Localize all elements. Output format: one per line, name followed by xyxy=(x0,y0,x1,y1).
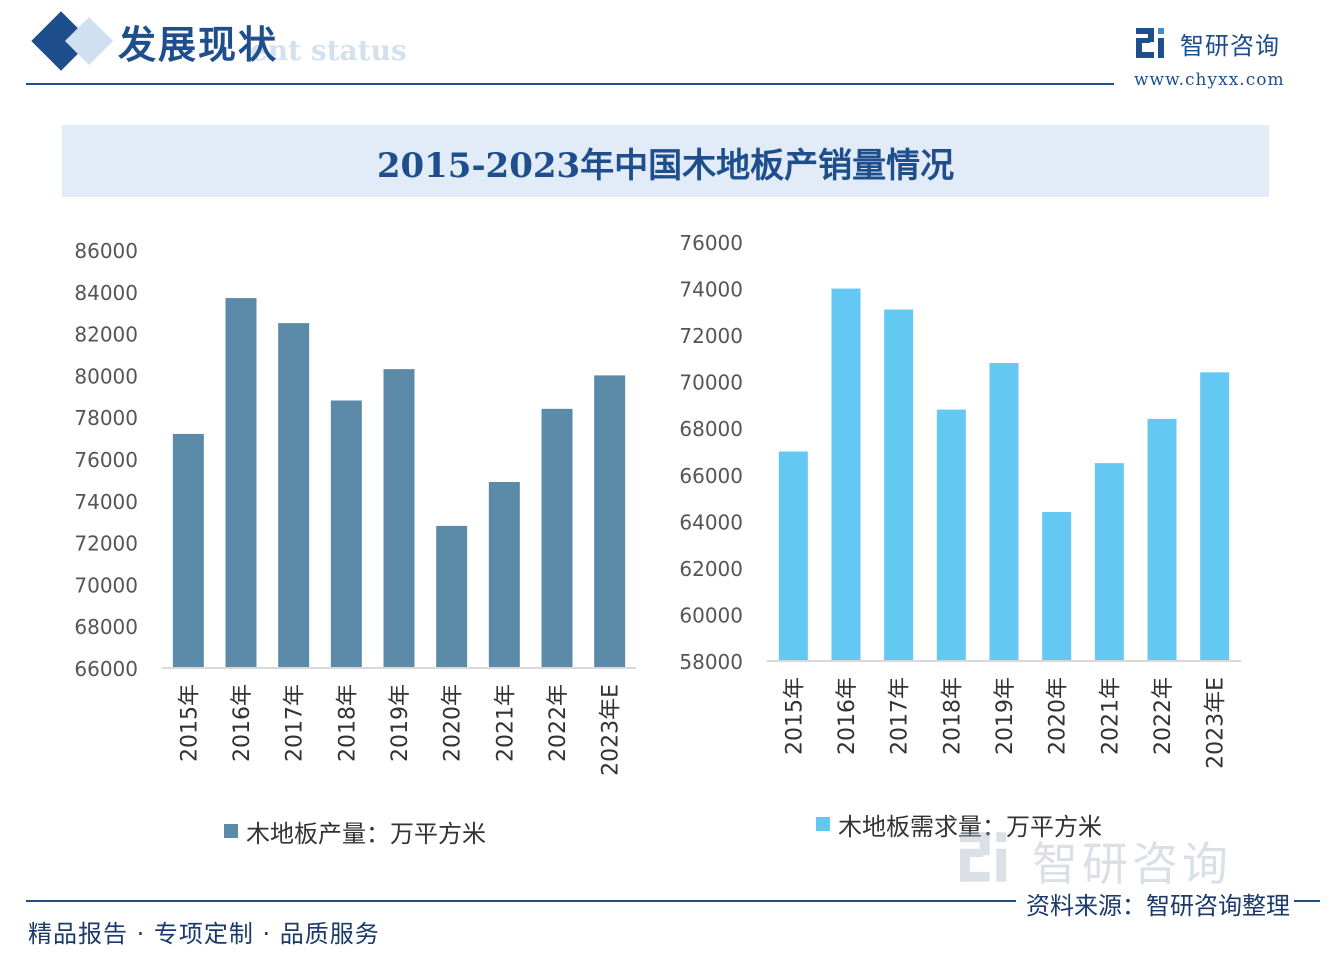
footer-divider xyxy=(26,900,1016,902)
production-ytick-label: 82000 xyxy=(74,323,138,347)
demand-xtick-label: 2021年 xyxy=(1098,677,1123,755)
demand-ytick-label: 70000 xyxy=(679,371,743,395)
production-ytick-label: 74000 xyxy=(74,490,138,514)
demand-bar xyxy=(884,309,914,661)
demand-ytick-label: 72000 xyxy=(679,324,743,348)
demand-xtick-label: 2023年E xyxy=(1204,677,1229,769)
production-ytick-label: 86000 xyxy=(74,239,138,263)
watermark-text: 智研咨询 xyxy=(1032,837,1232,891)
production-bar xyxy=(225,298,257,668)
production-bar xyxy=(330,400,362,668)
production-legend-swatch xyxy=(224,824,238,838)
production-legend-label: 木地板产量：万平方米 xyxy=(246,820,486,848)
demand-ytick-label: 62000 xyxy=(679,557,743,581)
production-xtick-label: 2023年E xyxy=(599,684,624,776)
production-bar xyxy=(594,375,626,668)
demand-xtick-label: 2022年 xyxy=(1151,677,1176,755)
demand-bar xyxy=(1042,512,1072,661)
chart-title: 2015-2023年中国木地板产销量情况 xyxy=(376,146,955,186)
production-xtick-label: 2016年 xyxy=(230,684,255,762)
chyxx-logo-icon xyxy=(1136,28,1164,58)
demand-bar xyxy=(831,288,861,661)
demand-ytick-label: 60000 xyxy=(679,603,743,627)
chart-title-band xyxy=(62,125,1269,197)
demand-xtick-label: 2015年 xyxy=(782,677,807,755)
demand-ytick-label: 64000 xyxy=(679,510,743,534)
demand-xtick-label: 2016年 xyxy=(835,677,860,755)
production-ytick-label: 76000 xyxy=(74,448,138,472)
demand-ytick-label: 76000 xyxy=(679,231,743,255)
demand-ytick-label: 68000 xyxy=(679,417,743,441)
production-bar xyxy=(541,408,573,668)
production-bar xyxy=(488,481,520,668)
demand-xtick-label: 2020年 xyxy=(1046,677,1071,755)
brand-name: 智研咨询 xyxy=(1180,32,1280,60)
demand-bar xyxy=(936,409,966,661)
production-ytick-label: 70000 xyxy=(74,573,138,597)
production-ytick-label: 72000 xyxy=(74,532,138,556)
demand-ytick-label: 58000 xyxy=(679,650,743,674)
header-title: 发展现状 xyxy=(118,22,279,67)
production-xtick-label: 2019年 xyxy=(388,684,413,762)
watermark-logo-icon xyxy=(960,832,1007,882)
production-bar xyxy=(383,369,415,668)
demand-bar xyxy=(778,451,808,661)
demand-bar xyxy=(1147,418,1177,661)
production-bar xyxy=(172,433,204,668)
production-ytick-label: 80000 xyxy=(74,364,138,388)
production-xtick-label: 2020年 xyxy=(441,684,466,762)
production-bar xyxy=(278,323,310,668)
production-ytick-label: 78000 xyxy=(74,406,138,430)
demand-legend-swatch xyxy=(816,817,830,831)
demand-xtick-label: 2017年 xyxy=(888,677,913,755)
production-ytick-label: 66000 xyxy=(74,657,138,681)
header-subtitle: ent status xyxy=(250,34,407,67)
demand-ytick-label: 66000 xyxy=(679,464,743,488)
production-xtick-label: 2018年 xyxy=(335,684,360,762)
footer-source: 资料来源：智研咨询整理 xyxy=(1022,886,1294,921)
production-xtick-label: 2015年 xyxy=(177,684,202,762)
demand-ytick-label: 74000 xyxy=(679,278,743,302)
demand-xtick-label: 2018年 xyxy=(940,677,965,755)
production-bar xyxy=(436,525,468,668)
production-ytick-label: 84000 xyxy=(74,281,138,305)
production-xtick-label: 2017年 xyxy=(283,684,308,762)
production-xtick-label: 2021年 xyxy=(493,684,518,762)
demand-xtick-label: 2019年 xyxy=(993,677,1018,755)
brand-url: www.chyxx.com xyxy=(1134,70,1285,90)
brand-block: 智研咨询 www.chyxx.com xyxy=(1132,26,1302,96)
production-xtick-label: 2022年 xyxy=(546,684,571,762)
demand-bar xyxy=(1094,463,1124,661)
demand-bar xyxy=(1200,372,1230,661)
watermark-block: 智研咨询 xyxy=(960,828,1300,891)
demand-bar xyxy=(989,363,1019,661)
demand-legend-label: 木地板需求量：万平方米 xyxy=(838,813,1102,841)
header-divider xyxy=(26,83,1114,85)
footer-tagline: 精品报告 · 专项定制 · 品质服务 xyxy=(28,920,380,948)
production-ytick-label: 68000 xyxy=(74,615,138,639)
